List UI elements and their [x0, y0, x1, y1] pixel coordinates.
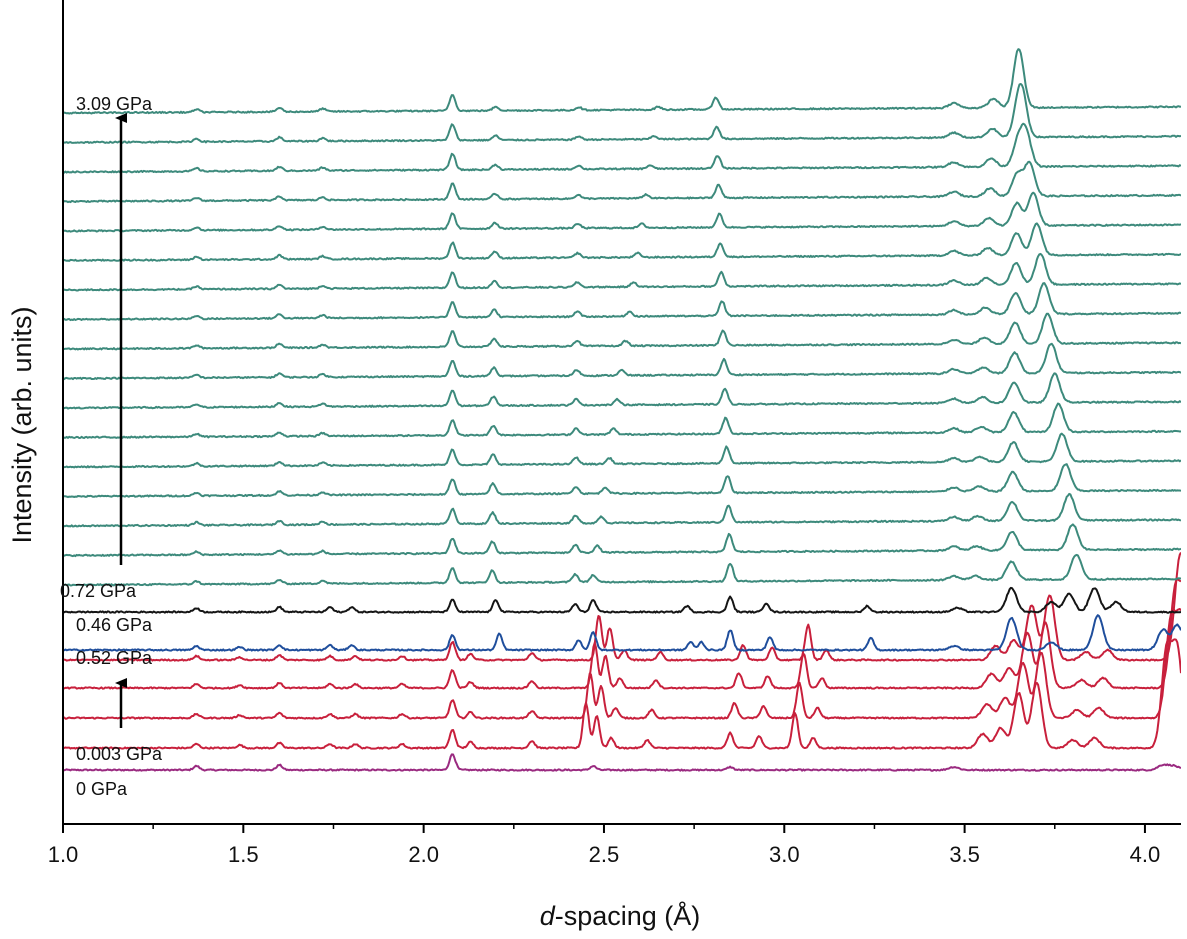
y-axis-title: Intensity (arb. units)	[7, 306, 37, 543]
spectrum-line-teal	[63, 463, 1181, 499]
x-tick-label: 3.0	[769, 842, 800, 867]
spectra-group	[63, 48, 1181, 772]
spectrum-line-teal	[63, 523, 1181, 558]
spectrum-line-red	[63, 638, 1181, 750]
spectrum-line-teal	[63, 342, 1181, 381]
spectrum-line-red	[63, 552, 1181, 662]
spectrum-line-teal	[63, 122, 1181, 174]
x-tick-label: 1.0	[48, 842, 79, 867]
spectrum-line-red	[63, 577, 1181, 690]
x-tick-label: 4.0	[1130, 842, 1161, 867]
spectrum-line-teal	[63, 492, 1181, 528]
pressure-label: 0.46 GPa	[76, 615, 153, 635]
spectrum-line-0.72gpa	[63, 586, 1181, 614]
spectrum-line-teal	[63, 222, 1181, 262]
spectrum-line-teal	[63, 160, 1181, 204]
x-axis-title: d-spacing (Å)	[540, 900, 701, 931]
spectrum-line-teal	[63, 282, 1181, 322]
x-tick-label: 3.5	[949, 842, 980, 867]
spectrum-line-0gpa	[63, 753, 1181, 772]
spectrum-line-teal	[63, 372, 1181, 410]
pressure-labels-group: 3.09 GPa 0.72 GPa 0.46 GPa 0.52 GPa 0.003 GP…	[60, 94, 163, 799]
spectrum-line-teal	[63, 402, 1181, 439]
pressure-label: 3.09 GPa	[76, 94, 153, 114]
spectrum-line-red	[63, 608, 1181, 720]
spectrum-line-teal	[63, 252, 1181, 292]
pressure-label: 0 GPa	[76, 779, 128, 799]
spectrum-line-teal	[63, 83, 1181, 144]
spectrum-line-teal	[63, 553, 1181, 587]
axes-group	[62, 0, 1181, 825]
spectrum-line-teal	[63, 312, 1181, 351]
spectrum-line-teal	[63, 48, 1181, 115]
pressure-label: 0.72 GPa	[60, 581, 137, 601]
pressure-label: 0.52 GPa	[76, 648, 153, 668]
x-tick-label: 1.5	[228, 842, 259, 867]
pressure-label: 0.003 GPa	[76, 744, 163, 764]
x-ticks-group: 1.0 1.5 2.0 2.5 3.0 3.5 4.0	[48, 824, 1161, 867]
spectrum-line-0.46gpa	[63, 614, 1181, 652]
spectrum-line-teal	[63, 432, 1181, 469]
x-tick-label: 2.0	[408, 842, 439, 867]
spectrum-line-teal	[63, 191, 1181, 233]
x-tick-label: 2.5	[589, 842, 620, 867]
